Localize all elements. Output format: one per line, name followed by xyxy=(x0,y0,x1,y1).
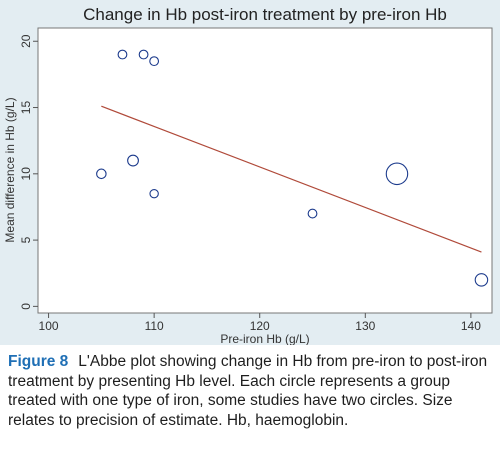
x-axis: 100 110 120 130 140 xyxy=(39,313,481,333)
y-tick-label: 10 xyxy=(19,167,33,181)
figure-caption: Figure 8 L'Abbe plot showing change in Hb… xyxy=(8,352,494,430)
data-point xyxy=(307,208,318,219)
data-point xyxy=(149,188,159,199)
chart-svg: Change in Hb post-iron treatment by pre-… xyxy=(3,5,493,345)
data-point xyxy=(149,56,160,67)
caption-text: L'Abbe plot showing change in Hb from pr… xyxy=(8,353,488,429)
data-point xyxy=(117,49,128,60)
data-point xyxy=(138,49,149,60)
x-tick-label: 100 xyxy=(39,319,59,333)
chart-title: Change in Hb post-iron treatment by pre-… xyxy=(83,5,447,24)
data-point xyxy=(127,154,139,167)
x-tick-label: 140 xyxy=(461,319,481,333)
y-axis-label: Mean difference in Hb (g/L) xyxy=(3,97,17,242)
data-points xyxy=(96,49,489,287)
data-point xyxy=(474,273,489,287)
y-tick-label: 0 xyxy=(19,303,33,310)
y-tick-label: 5 xyxy=(19,236,33,243)
plot-area xyxy=(37,27,493,314)
chart-figure: Change in Hb post-iron treatment by pre-… xyxy=(0,0,500,345)
fit-line xyxy=(101,105,482,253)
y-tick-label: 20 xyxy=(19,34,33,48)
caption-label: Figure 8 xyxy=(8,353,69,370)
x-tick-label: 110 xyxy=(145,319,164,333)
data-point xyxy=(385,162,409,186)
x-tick-label: 120 xyxy=(250,319,270,333)
y-tick-label: 15 xyxy=(19,101,33,115)
x-tick-label: 130 xyxy=(355,319,375,333)
data-point xyxy=(96,168,107,180)
y-axis: 0 5 10 15 20 xyxy=(19,34,38,310)
x-axis-label: Pre-iron Hb (g/L) xyxy=(220,332,309,345)
